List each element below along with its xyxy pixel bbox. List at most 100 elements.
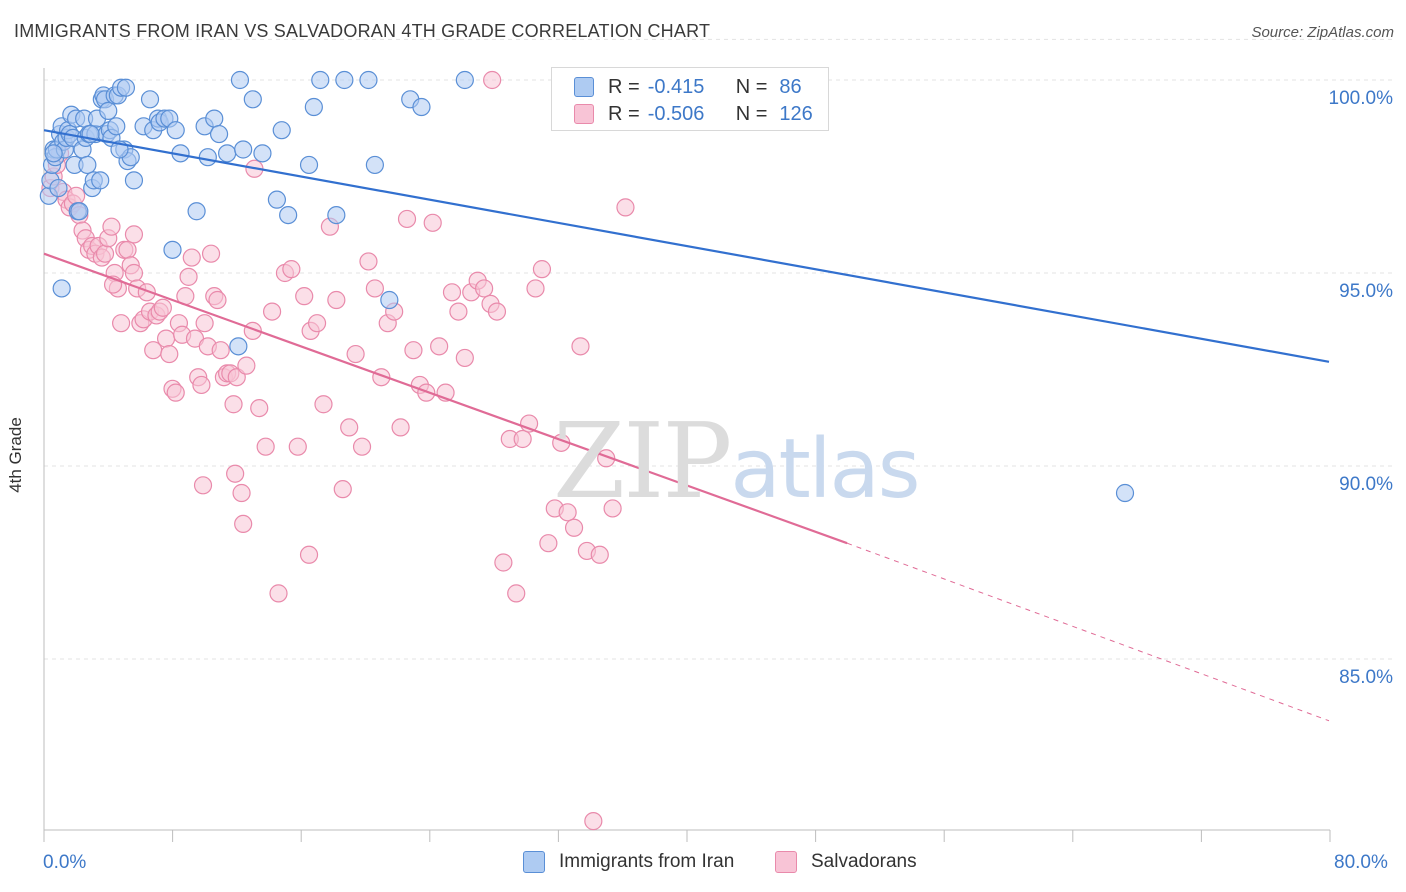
salvadorans-point: [156, 329, 176, 348]
salvadorans-point: [483, 70, 502, 90]
salvadorans-point: [102, 217, 121, 236]
salvadorans-point: [487, 302, 507, 321]
salvadorans-point: [262, 302, 282, 321]
iran-swatch: [523, 851, 545, 873]
watermark-atlas: atlas: [730, 422, 920, 517]
iran-point: [253, 144, 272, 163]
salvadorans-point: [584, 812, 603, 831]
salvadorans-point: [327, 290, 346, 310]
salvadorans-point: [442, 283, 462, 302]
n-label: N =: [735, 102, 768, 125]
iran-point: [78, 155, 97, 175]
source-label: Source: ZipAtlas.com: [1251, 24, 1394, 41]
legend-label: Salvadorans: [811, 851, 917, 872]
salvadorans-point: [182, 248, 201, 267]
salvadorans-point: [250, 399, 269, 418]
salvadorans-point: [590, 545, 609, 564]
iran-point: [99, 101, 118, 120]
iran-point: [91, 171, 110, 190]
salvadorans-point: [153, 298, 172, 317]
salvadorans-point: [124, 225, 144, 244]
y-tick-label: 95.0%: [1339, 281, 1393, 302]
salvadorans-point: [269, 584, 288, 603]
iran-point: [209, 124, 229, 144]
y-tick-label: 100.0%: [1329, 88, 1394, 109]
salvadorans-point: [475, 279, 494, 298]
iran-point: [163, 240, 182, 259]
iran-point: [44, 144, 63, 163]
salvadorans-point: [192, 375, 211, 395]
iran-point: [327, 206, 346, 225]
stats-row-salvadorans: R = -0.506 N = 126: [574, 101, 813, 127]
iran-point: [229, 337, 248, 356]
iran-point: [107, 117, 126, 136]
salvadorans-point: [423, 213, 442, 232]
iran-point: [140, 90, 160, 109]
salvadorans-point: [449, 302, 468, 321]
iran-point: [304, 97, 323, 117]
salvadorans-point: [111, 314, 131, 333]
salvadorans-point: [558, 503, 577, 522]
iran-point: [166, 121, 185, 140]
legend-item-iran[interactable]: Immigrants from Iran: [523, 851, 734, 873]
salvadorans-point: [616, 198, 635, 217]
watermark: ZIPatlas: [553, 400, 920, 522]
salvadorans-point: [95, 244, 115, 263]
salvadorans-point: [179, 267, 198, 286]
iran-point: [218, 144, 237, 163]
salvadorans-point: [603, 499, 622, 518]
salvadorans-point: [404, 341, 423, 360]
salvadorans-point: [532, 260, 552, 279]
salvadorans-point: [193, 476, 213, 495]
iran-point: [299, 155, 319, 175]
iran-point: [311, 70, 330, 90]
r-label: R =: [608, 102, 640, 125]
salvadorans-point: [299, 545, 319, 564]
x-tick-label-max: 80.0%: [1334, 852, 1388, 873]
x-tick-label-min: 0.0%: [43, 852, 87, 873]
salvadorans-point: [391, 418, 410, 437]
iran-point: [267, 190, 287, 209]
n-value: 126: [779, 102, 813, 125]
salvadorans-trend-line: [43, 252, 848, 545]
salvadorans-point: [346, 344, 365, 364]
salvadorans-point: [352, 437, 372, 456]
iran-trend-line: [43, 129, 1330, 363]
iran-point: [70, 202, 89, 221]
salvadorans-point: [232, 483, 251, 503]
iran-point: [380, 290, 399, 310]
salvadorans-swatch: [574, 104, 594, 124]
iran-point: [272, 121, 291, 140]
iran-swatch: [574, 77, 594, 97]
salvadorans-point: [314, 395, 333, 414]
n-label: N =: [735, 75, 768, 98]
salvadorans-trend-extension: [846, 542, 1330, 722]
salvadorans-point: [340, 418, 359, 437]
salvadorans-point: [564, 518, 584, 537]
salvadorans-point: [571, 337, 590, 356]
salvadorans-point: [365, 279, 384, 298]
iran-point: [234, 140, 253, 159]
series-legend: Immigrants from Iran Salvadorans: [0, 851, 1406, 879]
salvadorans-point: [137, 283, 156, 302]
legend-item-salvadorans[interactable]: Salvadorans: [775, 851, 917, 873]
salvadorans-point: [195, 314, 214, 333]
salvadorans-point: [234, 514, 253, 534]
salvadorans-point: [118, 240, 137, 259]
chart-title: IMMIGRANTS FROM IRAN VS SALVADORAN 4TH G…: [14, 21, 711, 41]
salvadorans-swatch: [775, 851, 797, 873]
y-axis-label: 4th Grade: [6, 417, 25, 493]
salvadorans-point: [67, 186, 86, 205]
salvadorans-point: [359, 252, 378, 271]
legend-label: Immigrants from Iran: [559, 851, 735, 872]
r-value: -0.506: [647, 102, 705, 125]
salvadorans-point: [211, 341, 230, 360]
n-value: 86: [779, 75, 802, 98]
r-label: R =: [608, 75, 640, 98]
iran-point: [455, 70, 474, 90]
salvadorans-point: [333, 480, 352, 499]
salvadorans-point: [282, 260, 301, 279]
salvadorans-point: [201, 244, 221, 263]
iran-point: [52, 279, 71, 298]
